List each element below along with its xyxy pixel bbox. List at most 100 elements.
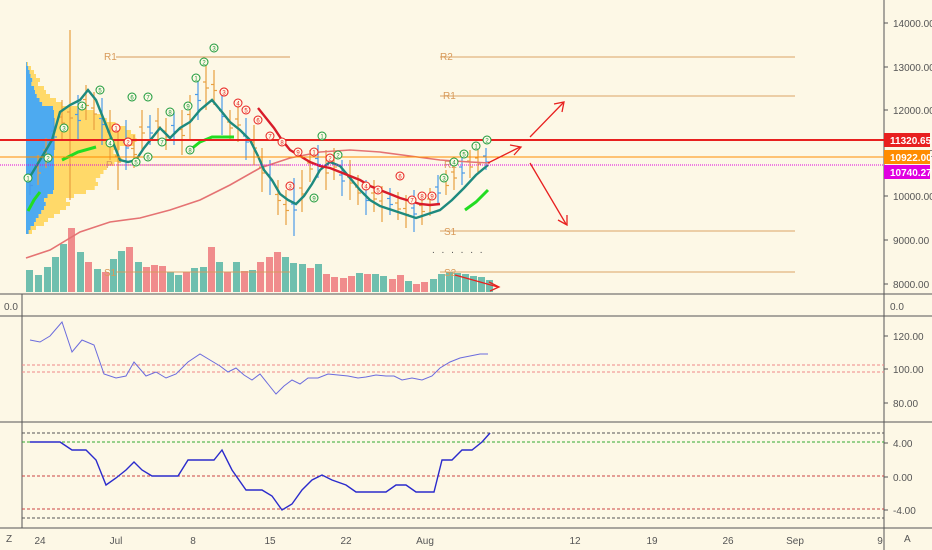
td-red-count: 2: [126, 141, 130, 147]
osc-price-axis[interactable]: 4.00 0.00 -4.00: [884, 439, 916, 517]
td-green-circle: [185, 145, 195, 155]
profile-bar-blue: [26, 74, 31, 78]
td-red-count: 3: [222, 91, 226, 97]
profile-bar-blue: [26, 126, 54, 130]
profile-bar-blue: [26, 98, 40, 102]
a-button[interactable]: A: [904, 534, 911, 545]
volume-bar-down: [224, 272, 231, 292]
volume-bar-up: [200, 267, 207, 292]
profile-bar-blue: [26, 142, 54, 146]
volume-bar-down: [257, 262, 264, 292]
td-red-count: 7: [268, 135, 272, 141]
td-red-circle: [293, 147, 303, 157]
profile-bar-yellow: [54, 170, 104, 174]
volume-bar-down: [331, 277, 338, 292]
profile-bar-blue: [26, 66, 29, 70]
main-pane[interactable]: [0, 0, 884, 294]
td-green-count: 8: [168, 111, 172, 117]
td-green-circle: [199, 57, 209, 67]
volume-bar-down: [85, 262, 92, 292]
volume-bar-up: [454, 273, 461, 292]
profile-bar-blue: [26, 78, 33, 82]
date-axis[interactable]: 24 Jul 8 15 22 Aug 12 19 26 Sep 9: [34, 536, 883, 547]
profile-bar-blue: [26, 230, 29, 234]
profile-bar-blue: [26, 174, 54, 178]
volume-bar-down: [208, 247, 215, 292]
profile-bar-blue: [26, 162, 54, 166]
price-tag-bg: [884, 133, 930, 147]
td-green-circle: [131, 157, 141, 167]
td-green-circle: [105, 138, 115, 148]
volume-bar-down: [413, 284, 420, 292]
volume-bar-up: [315, 264, 322, 292]
date-label: 12: [569, 536, 581, 547]
volume-bar-down: [307, 268, 314, 292]
profile-bar-yellow: [30, 226, 36, 230]
price-tag-bg: [884, 150, 930, 164]
green-trend-segment: [26, 191, 42, 212]
profile-bar-yellow: [26, 62, 28, 66]
td-red-count: 8: [280, 141, 284, 147]
td-green-circle: [43, 153, 53, 163]
td-green-circle: [191, 73, 201, 83]
axis-label: 8000.00: [893, 280, 930, 291]
z-button[interactable]: Z: [6, 534, 12, 545]
volume-bar-down: [323, 274, 330, 292]
td-green-count: 9: [312, 197, 316, 203]
volume-bar-up: [249, 270, 256, 292]
td-green-count: 5: [98, 89, 102, 95]
price-tag-text: 10922.00: [890, 153, 932, 164]
osc-line: [30, 432, 491, 511]
date-label: 9: [877, 536, 883, 547]
volume-bar-up: [470, 276, 477, 292]
profile-bar-blue: [26, 122, 54, 126]
td-green-circle: [157, 137, 167, 147]
td-red-circle: [123, 137, 133, 147]
td-green-circle: [183, 101, 193, 111]
volume-bar-down: [159, 266, 166, 292]
profile-bar-yellow: [54, 162, 115, 166]
profile-bar-yellow: [30, 74, 36, 78]
profile-bar-yellow: [34, 222, 44, 226]
rsi-top-value: 0.0: [890, 302, 904, 313]
profile-bar-blue: [26, 210, 42, 214]
td-green-circle: [439, 173, 449, 183]
td-green-circle: [95, 85, 105, 95]
td-green-circle: [471, 141, 481, 151]
td-green-count: 1: [474, 145, 478, 151]
td-red-circle: [417, 191, 427, 201]
volume-bar-up: [486, 280, 493, 292]
date-label: 26: [722, 536, 734, 547]
td-green-count: 1: [194, 77, 198, 83]
profile-bar-yellow: [45, 202, 70, 206]
profile-bar-blue: [26, 154, 54, 158]
td-green-count: 6: [146, 156, 150, 162]
td-red-circle: [219, 87, 229, 97]
profile-bar-yellow: [42, 102, 62, 106]
td-green-count: 1: [26, 177, 30, 183]
volume-bar-down: [364, 274, 371, 292]
volume-bar-down: [421, 282, 428, 292]
profile-bar-yellow: [47, 194, 74, 198]
td-red-circle: [241, 105, 251, 115]
axis-label: 100.00: [893, 365, 924, 376]
profile-bar-yellow: [39, 98, 56, 102]
td-red-circle: [253, 115, 263, 125]
td-green-count: 4: [108, 142, 112, 148]
profile-bar-blue: [26, 118, 54, 122]
td-red-count: 5: [376, 189, 380, 195]
axis-label: 0.00: [893, 473, 913, 484]
volume-bar-down: [151, 265, 158, 292]
rsi-price-axis[interactable]: 120.00 100.00 80.00: [884, 332, 924, 410]
profile-bar-yellow: [44, 198, 66, 202]
pivot-label: R1: [104, 52, 117, 63]
td-green-circle: [143, 152, 153, 162]
profile-bar-blue: [26, 226, 31, 230]
td-green-count: 7: [160, 141, 164, 147]
axis-label: 12000.00: [893, 106, 932, 117]
price-tag-text: 11320.65: [890, 136, 932, 147]
volume-bar-down: [266, 257, 273, 292]
td-red-count: 4: [364, 185, 368, 191]
profile-bar-blue: [26, 214, 39, 218]
